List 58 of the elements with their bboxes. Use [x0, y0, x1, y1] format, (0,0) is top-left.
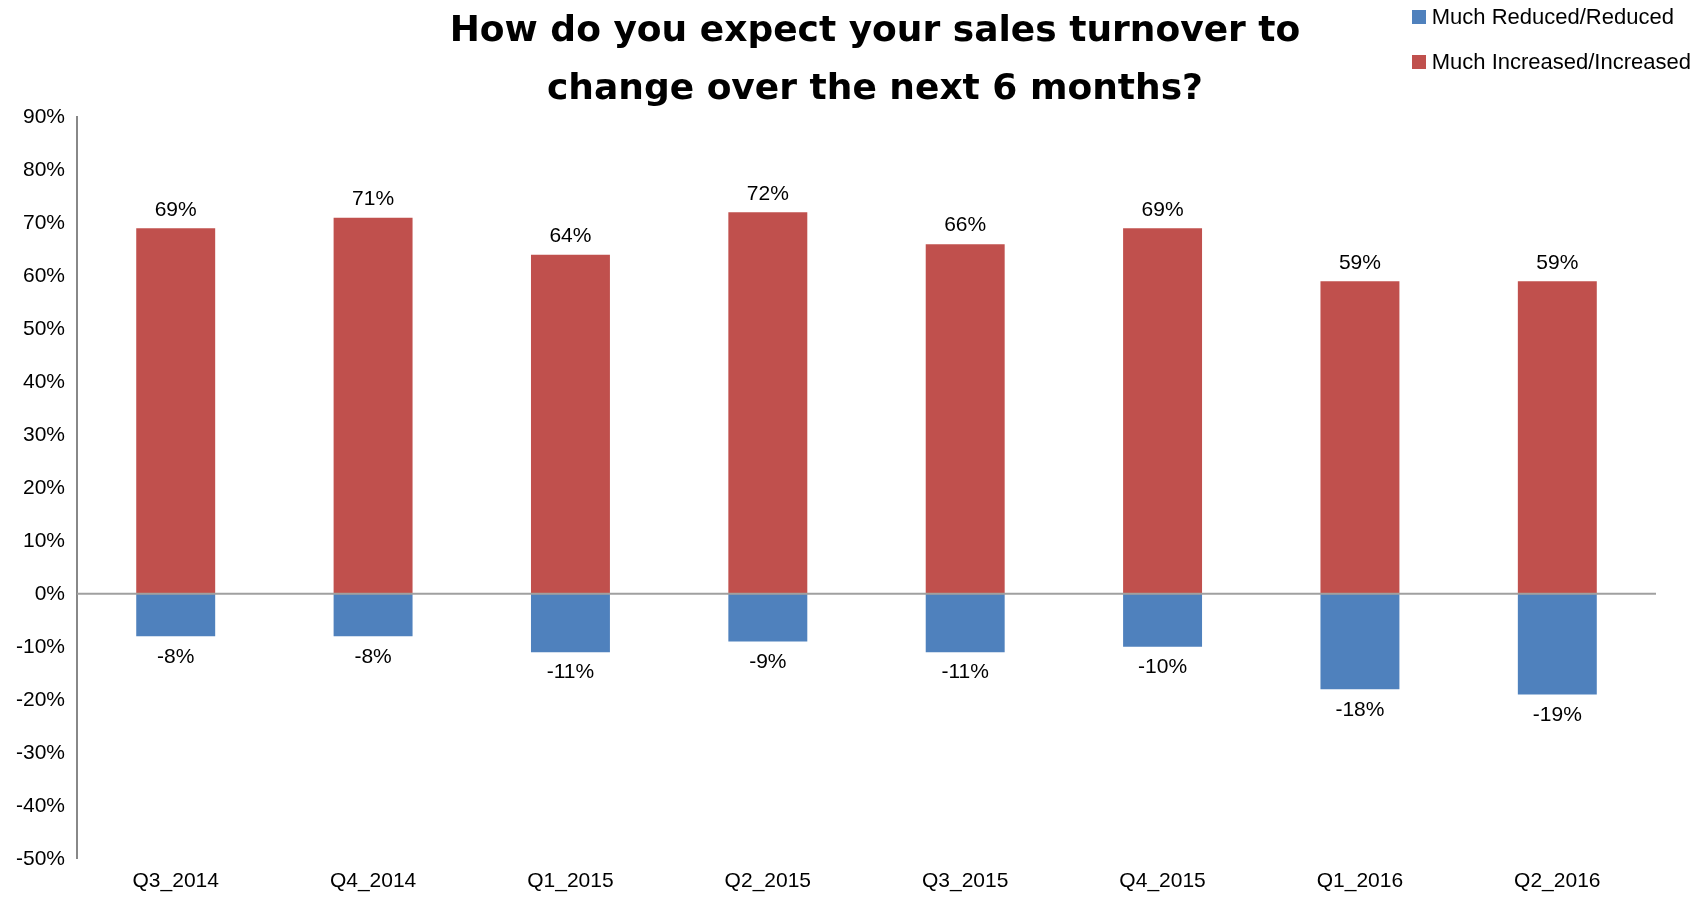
x-tick-label: Q1_2015	[527, 868, 614, 893]
bar	[1123, 228, 1203, 594]
bar	[136, 593, 216, 637]
data-label: 64%	[549, 223, 592, 247]
data-label: 71%	[352, 185, 395, 209]
bar	[1517, 281, 1597, 594]
y-tick-label: 30%	[22, 421, 66, 445]
data-label: -10%	[1138, 654, 1188, 678]
bar	[728, 212, 808, 594]
y-tick-label: 50%	[22, 315, 66, 339]
bar	[925, 244, 1005, 594]
bar	[1320, 281, 1400, 594]
y-tick-label: 80%	[22, 156, 66, 180]
data-label: -11%	[941, 659, 989, 683]
bar	[728, 593, 808, 642]
x-tick-label: Q3_2015	[921, 868, 1009, 893]
data-label: -11%	[546, 659, 595, 683]
bar	[333, 217, 413, 594]
bar	[333, 593, 413, 637]
data-label: -18%	[1335, 696, 1385, 720]
x-tick-label: Q1_2016	[1316, 868, 1404, 893]
data-label: 59%	[1536, 249, 1579, 273]
y-tick-label: 0%	[34, 580, 66, 604]
y-tick-label: 40%	[22, 368, 66, 392]
legend-label: Much Increased/Increased	[1431, 48, 1691, 75]
x-tick-label: Q3_2014	[132, 868, 220, 893]
bar	[530, 254, 610, 594]
y-tick-label: -50%	[15, 845, 66, 869]
y-tick-label: -30%	[15, 739, 66, 763]
y-tick-label: 60%	[22, 262, 66, 286]
bar	[136, 228, 216, 594]
y-tick-label: 90%	[22, 103, 66, 127]
y-tick-label: 70%	[22, 209, 66, 233]
data-label: 66%	[944, 212, 987, 236]
y-tick-label: -20%	[15, 686, 66, 710]
data-label: 72%	[746, 180, 789, 204]
data-label: -19%	[1532, 701, 1582, 725]
legend-label: Much Reduced/Reduced	[1431, 3, 1674, 30]
data-label: -8%	[157, 643, 195, 667]
bar	[530, 593, 610, 653]
bar	[1320, 593, 1400, 690]
x-tick-label: Q4_2015	[1119, 868, 1206, 893]
y-tick-label: 10%	[22, 527, 66, 551]
bar	[925, 593, 1005, 653]
y-tick-label: 20%	[22, 474, 66, 498]
data-label: 69%	[1141, 196, 1184, 220]
x-tick-label: Q2_2015	[724, 868, 812, 893]
bar	[1123, 593, 1203, 647]
data-label: 69%	[154, 196, 197, 220]
y-tick-label: -40%	[15, 792, 66, 816]
y-tick-label: -10%	[15, 633, 66, 657]
data-label: -8%	[354, 643, 392, 667]
data-label: 59%	[1338, 249, 1381, 273]
x-tick-label: Q4_2014	[329, 868, 417, 893]
data-label: -9%	[749, 648, 787, 672]
bar	[1517, 593, 1597, 695]
chart-title: How do you expect your sales turnover to change over the next 6 months?	[448, 7, 1302, 109]
x-tick-label: Q2_2016	[1514, 868, 1601, 893]
